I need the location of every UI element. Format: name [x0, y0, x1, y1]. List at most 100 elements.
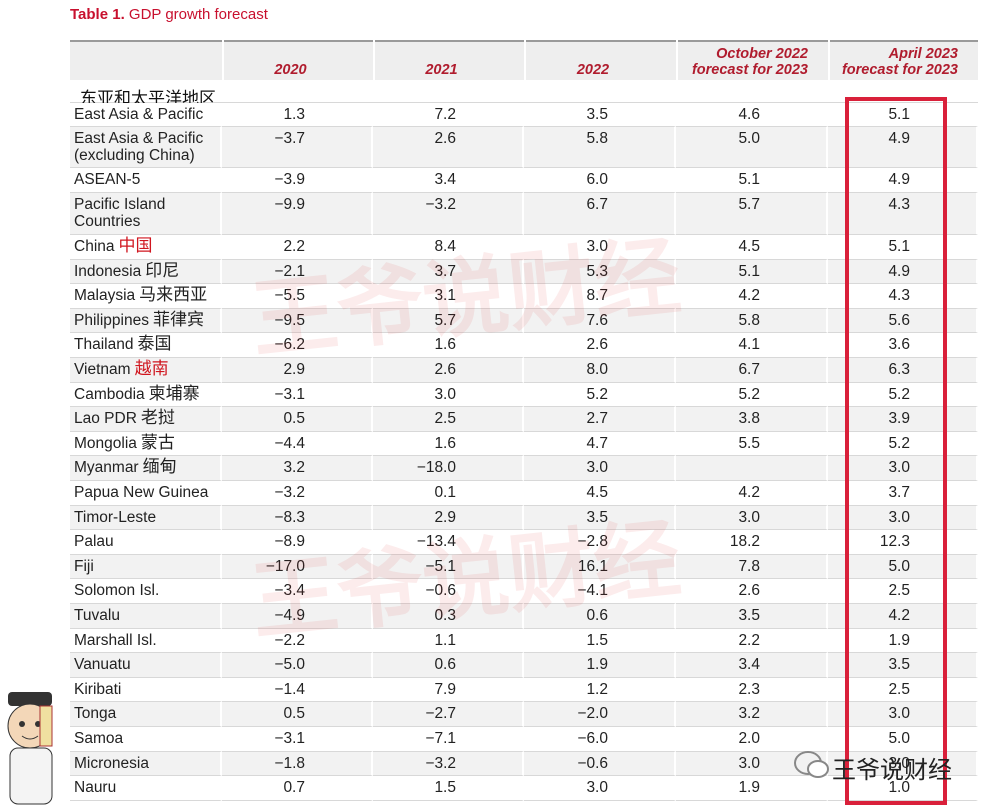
chinese-name: 缅甸: [142, 457, 177, 478]
value-cell: 2.0: [676, 727, 828, 752]
value-cell: 5.1: [676, 259, 828, 285]
country-name: East Asia & Pacific: [74, 106, 204, 123]
value-cell: 1.0: [828, 776, 978, 801]
country-name: Tuvalu: [74, 607, 120, 624]
value-cell: 2.6: [524, 333, 676, 358]
row-label: Marshall Isl.: [70, 628, 222, 654]
value-cell: 6.3: [828, 358, 978, 383]
value-cell: 4.6: [676, 103, 828, 127]
value-cell: 7.8: [676, 554, 828, 580]
row-label: Micronesia: [70, 751, 222, 777]
column-header: April 2023 forecast for 2023: [828, 40, 978, 80]
country-name: Indonesia: [74, 262, 142, 280]
mascot: [7, 692, 53, 805]
value-cell: 0.6: [373, 653, 524, 678]
value-cell: 8.4: [373, 235, 524, 260]
value-cell: 4.5: [676, 235, 828, 260]
chinese-name: 马来西亚: [139, 285, 208, 306]
country-name: Papua New Guinea: [74, 484, 209, 501]
row-label: Mongolia 蒙古: [70, 431, 222, 457]
country-name: Marshall Isl.: [74, 631, 157, 649]
value-cell: −2.7: [373, 702, 524, 727]
table-number: Table 1.: [70, 6, 125, 23]
value-cell: 3.8: [676, 407, 828, 432]
value-cell: −9.9: [222, 193, 373, 235]
value-cell: 3.0: [828, 751, 978, 777]
value-cell: 3.6: [828, 333, 978, 358]
row-label: East Asia & Pacific: [70, 103, 222, 127]
value-cell: 2.3: [676, 677, 828, 703]
value-cell: 6.0: [524, 168, 676, 193]
value-cell: −3.2: [373, 751, 524, 777]
value-cell: 4.9: [828, 168, 978, 193]
value-cell: 3.0: [524, 235, 676, 260]
value-cell: −5.5: [222, 284, 373, 309]
country-name: Timor-Leste: [74, 508, 157, 526]
value-cell: 5.0: [676, 127, 828, 168]
value-cell: 5.6: [828, 308, 978, 334]
row-label: Malaysia 马来西亚: [70, 284, 222, 309]
value-cell: −3.9: [222, 168, 373, 193]
chinese-name: 印尼: [145, 260, 180, 281]
value-cell: 3.5: [676, 604, 828, 629]
row-label: Myanmar 缅甸: [70, 456, 222, 481]
value-cell: 1.9: [828, 628, 978, 654]
row-label: Papua New Guinea: [70, 481, 222, 506]
row-label: China 中国: [70, 235, 222, 260]
country-name: Tonga: [74, 705, 117, 723]
value-cell: 4.1: [676, 333, 828, 358]
highlight-box: [845, 97, 947, 805]
value-cell: 5.2: [828, 382, 978, 408]
value-cell: 7.6: [524, 308, 676, 334]
chinese-name: 老挝: [140, 408, 175, 429]
value-cell: −3.2: [373, 193, 524, 235]
value-cell: 3.5: [524, 505, 676, 531]
value-cell: 3.0: [828, 702, 978, 727]
annotation-row: [70, 80, 978, 103]
value-cell: 2.5: [828, 579, 978, 604]
value-cell: 5.8: [676, 308, 828, 334]
value-cell: −6.0: [524, 727, 676, 752]
value-cell: 1.6: [373, 431, 524, 457]
value-cell: −2.2: [222, 628, 373, 654]
country-name: Cambodia: [74, 385, 145, 403]
value-cell: −3.7: [222, 127, 373, 168]
value-cell: −17.0: [222, 554, 373, 580]
value-cell: 0.7: [222, 776, 373, 801]
country-name: Myanmar: [74, 459, 139, 477]
value-cell: −8.3: [222, 505, 373, 531]
value-cell: 4.2: [676, 481, 828, 506]
value-cell: 5.5: [676, 431, 828, 457]
row-label: Kiribati: [70, 677, 222, 703]
value-cell: 5.7: [373, 308, 524, 334]
value-cell: −18.0: [373, 456, 524, 481]
value-cell: 3.9: [828, 407, 978, 432]
value-cell: 2.9: [373, 505, 524, 531]
value-cell: 3.7: [828, 481, 978, 506]
row-label: Samoa: [70, 727, 222, 752]
value-cell: 1.5: [373, 776, 524, 801]
row-label: ASEAN-5: [70, 168, 222, 193]
value-cell: 3.0: [373, 382, 524, 408]
value-cell: 1.1: [373, 628, 524, 654]
country-name: Vietnam: [74, 361, 131, 378]
country-name: Micronesia: [74, 754, 149, 772]
value-cell: 5.1: [828, 235, 978, 260]
value-cell: 2.9: [222, 358, 373, 383]
country-name: Kiribati: [74, 680, 122, 698]
value-cell: 4.2: [676, 284, 828, 309]
value-cell: −3.4: [222, 579, 373, 604]
value-cell: 7.9: [373, 677, 524, 703]
table-title: Table 1. GDP growth forecast: [70, 6, 268, 23]
value-cell: 16.1: [524, 554, 676, 580]
row-label: Philippines 菲律宾: [70, 308, 222, 334]
value-cell: −4.1: [524, 579, 676, 604]
value-cell: 8.0: [524, 358, 676, 383]
row-label: Tonga: [70, 702, 222, 727]
chinese-name: 泰国: [137, 334, 172, 355]
country-name: Samoa: [74, 730, 124, 747]
value-cell: 4.7: [524, 431, 676, 457]
value-cell: 1.5: [524, 628, 676, 654]
value-cell: 5.2: [676, 382, 828, 408]
